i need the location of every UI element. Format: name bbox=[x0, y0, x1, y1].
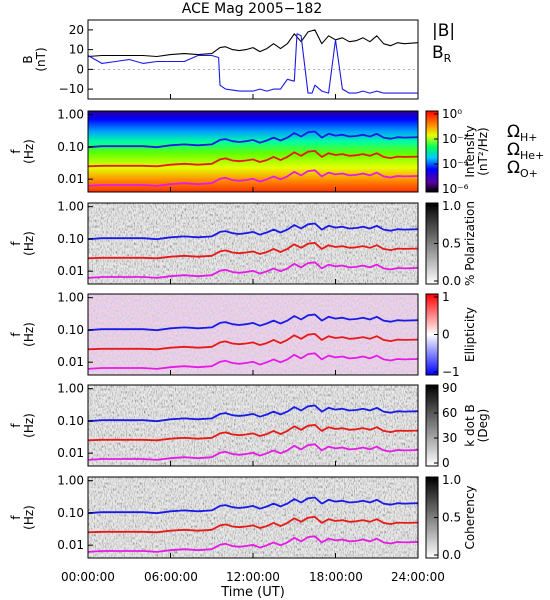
x-tick-label-0: 00:00:00 bbox=[61, 570, 115, 584]
y-axis-unit: (Hz) bbox=[22, 413, 36, 438]
panel-polarization: 1.00 0.10 0.01 f (Hz) 1.0 0.5 0.0% Polarization bbox=[9, 199, 477, 288]
gyrofrequency-line-oplus bbox=[87, 443, 419, 461]
colorbar-title-line-0: Coherency bbox=[463, 485, 477, 549]
legend-b-magnitude: |B| bbox=[432, 21, 455, 41]
gyrofrequency-line-heplus bbox=[87, 332, 419, 351]
gyrofrequency-line-oplus bbox=[87, 261, 419, 279]
colorbar-tick-label-1: 0 bbox=[442, 328, 450, 342]
y-tick-label-1: 0.10 bbox=[57, 506, 84, 520]
colorbar-tick-label-0: 90 bbox=[442, 381, 457, 395]
panel-background bbox=[88, 20, 418, 99]
colorbar-tick-label-1: 60 bbox=[442, 406, 457, 420]
gyrofrequency-line-oplus bbox=[87, 169, 419, 187]
colorbar-tick-label-2: 0.0 bbox=[442, 548, 461, 562]
x-tick-label-3: 18:00:00 bbox=[309, 570, 363, 584]
y-axis-unit: (Hz) bbox=[22, 139, 36, 164]
y-tick-label-2: 10 bbox=[69, 43, 84, 57]
y-tick-label-2: 0.01 bbox=[57, 538, 84, 552]
gyrofrequency-line-oplus bbox=[87, 352, 419, 370]
y-axis-title: B bbox=[21, 55, 35, 63]
gyrofrequency-line-heplus bbox=[87, 149, 419, 168]
colorbar-title-line-0: k dot B bbox=[463, 404, 477, 446]
colorbar-tick-label-2: 30 bbox=[442, 431, 457, 445]
gyrofrequency-line-heplus bbox=[87, 516, 419, 534]
colorbar-tick-label-1: 0.5 bbox=[442, 511, 461, 525]
y-tick-label-2: 0.01 bbox=[57, 172, 84, 186]
colorbar-tick-label-3: 0 bbox=[442, 456, 450, 470]
y-axis-unit: (nT) bbox=[34, 47, 48, 71]
x-axis: 00:00:00 06:00:00 12:00:00 18:00:00 24:0… bbox=[61, 570, 445, 600]
y-tick-label-0: 1.00 bbox=[57, 291, 84, 305]
colorbar-tick-label-2: 0.0 bbox=[442, 274, 461, 288]
gyrofrequency-line-hplus bbox=[87, 222, 419, 241]
y-tick-label-0: −10 bbox=[59, 82, 84, 96]
colorbar-tick-label-3: 10⁻⁶ bbox=[442, 182, 469, 196]
x-tick-label-2: 12:00:00 bbox=[226, 570, 280, 584]
colorbar-title-line-0: Intensity bbox=[463, 125, 477, 177]
colorbar-tick-label-0: 1.0 bbox=[442, 199, 461, 213]
y-tick-label-2: 0.01 bbox=[57, 264, 84, 278]
colorbar-title-line-0: % Polarization bbox=[463, 201, 477, 286]
gyrofrequency-line-heplus bbox=[87, 423, 419, 442]
heatmap-texture bbox=[88, 294, 418, 375]
colorbar-tick-label-1: 0.5 bbox=[442, 237, 461, 251]
colorbar-tick-label-1: 10⁻² bbox=[442, 132, 469, 146]
y-tick-label-0: 1.00 bbox=[57, 200, 84, 214]
y-tick-label-0: 1.00 bbox=[57, 382, 84, 396]
x-tick-label-4: 24:00:00 bbox=[391, 570, 445, 584]
y-axis-title: f bbox=[9, 423, 23, 428]
chart-title: ACE Mag 2005−182 bbox=[182, 1, 322, 17]
y-axis-unit: (Hz) bbox=[22, 231, 36, 256]
colorbar-tick-label-0: 10⁰ bbox=[442, 107, 462, 121]
y-axis-title: f bbox=[9, 332, 23, 337]
colorbar-title-line-1: (Deg) bbox=[476, 409, 490, 443]
y-tick-label-2: 0.01 bbox=[57, 355, 84, 369]
y-tick-label-0: 1.00 bbox=[57, 108, 84, 122]
heatmap-texture bbox=[88, 477, 418, 558]
x-tick-label-1: 06:00:00 bbox=[144, 570, 198, 584]
y-tick-label-1: 0 bbox=[76, 62, 84, 76]
colorbar bbox=[425, 110, 439, 193]
gyrofrequency-line-hplus bbox=[87, 404, 419, 423]
gyrofrequency-line-heplus bbox=[87, 241, 419, 260]
colorbar-title-line-1: (nT²/Hz) bbox=[476, 127, 490, 175]
gyrofrequency-line-hplus bbox=[87, 130, 419, 149]
heatmap-texture bbox=[88, 385, 418, 466]
colorbar-title-line-0: Ellipticity bbox=[463, 307, 477, 362]
y-tick-label-2: 0.01 bbox=[57, 446, 84, 460]
y-axis-unit: (Hz) bbox=[22, 505, 36, 530]
y-tick-label-1: 0.10 bbox=[57, 140, 84, 154]
y-axis-unit: (Hz) bbox=[22, 322, 36, 347]
y-tick-label-1: 0.10 bbox=[57, 414, 84, 428]
x-axis-title: Time (UT) bbox=[220, 585, 285, 600]
y-tick-label-1: 0.10 bbox=[57, 232, 84, 246]
colorbar bbox=[425, 384, 439, 467]
panel-intensity: 1.00 0.10 0.01 f (Hz) 10⁰ 10⁻² 10⁻⁴ 10⁻⁶ Intensit… bbox=[9, 107, 544, 196]
y-tick-label-1: 0.10 bbox=[57, 323, 84, 337]
legend-b-r: BR bbox=[432, 43, 452, 65]
y-axis-title: f bbox=[9, 515, 23, 520]
gyrofrequency-line-hplus bbox=[87, 313, 419, 332]
heatmap-image bbox=[88, 111, 418, 192]
series-line-b-r bbox=[87, 33, 418, 94]
panel-field: −10 0 10 20 B (nT) |B|BR bbox=[21, 19, 455, 100]
colorbar-tick-label-0: 1.0 bbox=[442, 473, 461, 487]
y-tick-label-0: 1.00 bbox=[57, 474, 84, 488]
y-tick-label-3: 20 bbox=[69, 23, 84, 37]
gyrofrequency-line-oplus bbox=[87, 535, 419, 553]
heatmap-texture bbox=[88, 203, 418, 284]
colorbar-tick-label-2: 10⁻⁴ bbox=[442, 157, 469, 171]
colorbar-tick-label-2: −1 bbox=[442, 365, 460, 379]
y-axis-title: f bbox=[9, 149, 23, 154]
colorbar-tick-label-0: 1 bbox=[442, 290, 450, 304]
gyrofrequency-line-hplus bbox=[87, 496, 419, 515]
panel-kdotb: 1.00 0.10 0.01 f (Hz) 90 60 30 0 k dot B (Deg) bbox=[9, 381, 490, 470]
series-line-b-magnitude bbox=[87, 29, 419, 58]
y-axis-title: f bbox=[9, 241, 23, 246]
